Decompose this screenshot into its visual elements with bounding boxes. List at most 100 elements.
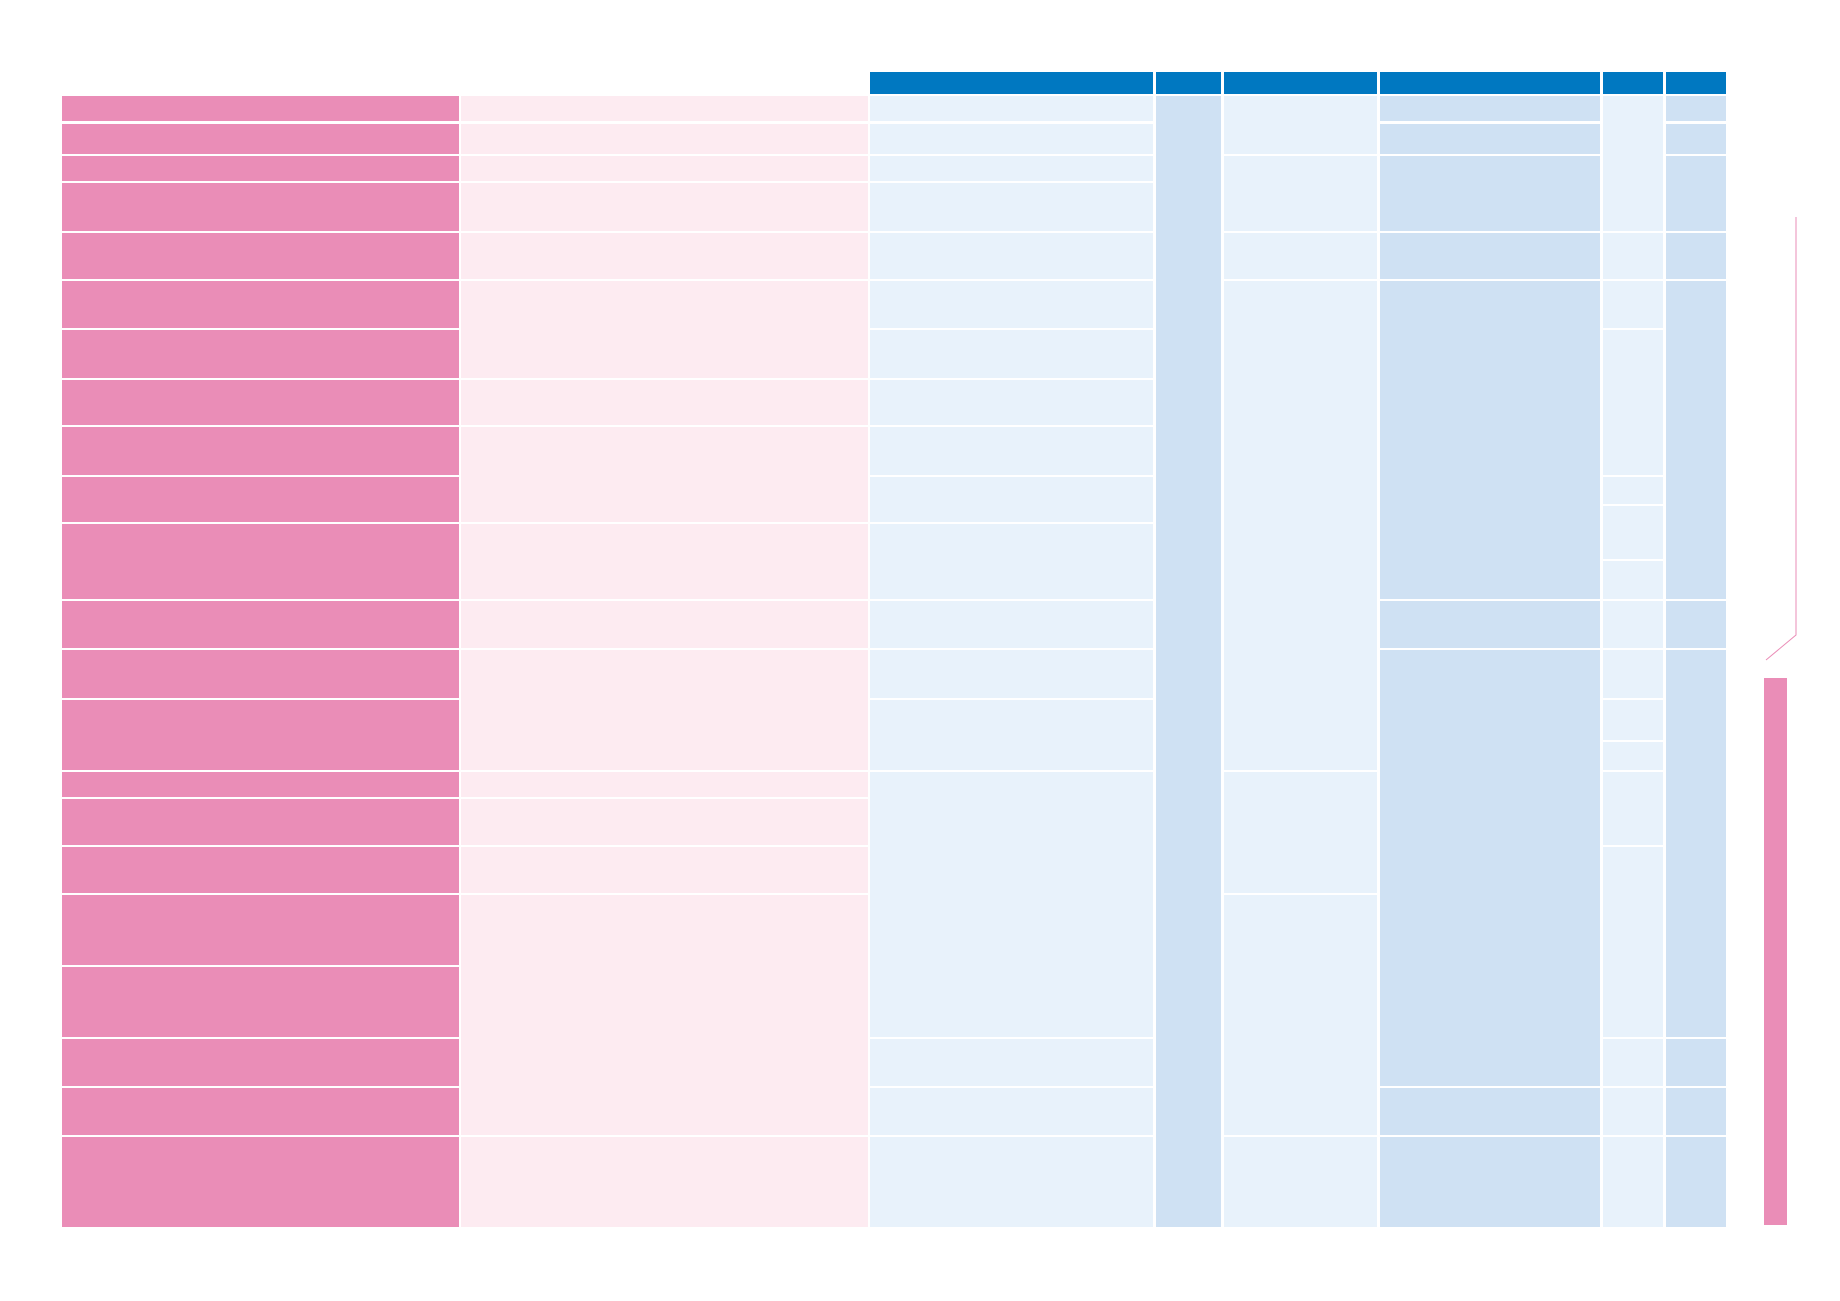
row-label	[62, 281, 459, 328]
row-cell	[1666, 281, 1726, 599]
row-label	[62, 700, 459, 770]
row-cell	[870, 281, 1153, 328]
row-cell	[1603, 506, 1663, 559]
row-label	[62, 772, 459, 797]
row-cell	[870, 427, 1153, 475]
row-label	[62, 847, 459, 893]
row-cell	[1380, 233, 1600, 279]
row-cell	[461, 772, 868, 797]
row-cell	[870, 233, 1153, 279]
header-cell	[1666, 72, 1726, 94]
row-cell	[1380, 1137, 1600, 1227]
row-cell	[1666, 1039, 1726, 1086]
row-label	[62, 895, 459, 965]
row-cell	[1603, 742, 1663, 770]
row-cell	[1224, 233, 1377, 279]
row-cell	[461, 799, 868, 845]
row-label	[62, 156, 459, 181]
row-cell	[1666, 1088, 1726, 1135]
row-label	[62, 799, 459, 845]
row-cell	[1603, 847, 1663, 1037]
row-cell	[1603, 330, 1663, 475]
row-cell	[1603, 1137, 1663, 1227]
row-label	[62, 183, 459, 231]
header-cell	[1224, 72, 1377, 94]
row-cell	[1380, 601, 1600, 648]
header-cell	[870, 72, 1153, 94]
row-cell	[1666, 124, 1726, 154]
row-cell	[461, 524, 868, 599]
row-cell	[1603, 477, 1663, 504]
row-cell	[1603, 561, 1663, 599]
row-label	[62, 967, 459, 1037]
row-cell	[461, 156, 868, 181]
row-cell	[870, 156, 1153, 181]
row-cell	[1603, 233, 1663, 279]
row-cell	[1666, 156, 1726, 231]
row-cell	[1603, 650, 1663, 698]
row-cell	[1666, 601, 1726, 648]
row-cell	[461, 183, 868, 231]
row-label	[62, 524, 459, 599]
row-cell	[1603, 281, 1663, 328]
row-cell	[1603, 1088, 1663, 1135]
row-cell	[1380, 281, 1600, 599]
row-cell	[461, 650, 868, 770]
row-cell	[461, 895, 868, 1135]
row-cell	[1666, 650, 1726, 1037]
row-cell	[1666, 1137, 1726, 1227]
row-cell	[870, 601, 1153, 648]
row-cell	[1380, 96, 1600, 121]
row-cell	[1380, 650, 1600, 1086]
row-cell	[870, 1137, 1153, 1227]
row-label	[62, 427, 459, 475]
row-cell	[461, 380, 868, 425]
row-label	[62, 330, 459, 378]
row-cell	[870, 772, 1153, 1037]
row-cell	[461, 281, 868, 378]
row-cell	[1224, 156, 1377, 231]
row-cell	[1603, 772, 1663, 845]
row-cell	[1224, 281, 1377, 770]
row-label	[62, 124, 459, 154]
row-cell	[870, 1088, 1153, 1135]
side-bar	[1764, 678, 1787, 1225]
row-cell	[870, 700, 1153, 770]
row-cell	[870, 96, 1153, 121]
row-cell	[461, 96, 868, 121]
header-cell	[1156, 72, 1221, 94]
row-cell	[870, 380, 1153, 425]
row-cell	[870, 183, 1153, 231]
row-cell	[1603, 601, 1663, 648]
row-cell	[870, 124, 1153, 154]
row-label	[62, 601, 459, 648]
row-cell	[1224, 772, 1377, 893]
row-label	[62, 233, 459, 279]
row-cell	[461, 1137, 868, 1227]
row-cell	[1224, 96, 1377, 154]
row-cell	[1603, 96, 1663, 231]
row-label	[62, 1039, 459, 1086]
row-cell	[1603, 700, 1663, 740]
row-cell	[1380, 1088, 1600, 1135]
row-cell	[870, 1039, 1153, 1086]
row-label	[62, 477, 459, 522]
row-label	[62, 650, 459, 698]
row-label	[62, 1137, 459, 1227]
row-cell	[1380, 124, 1600, 154]
row-cell	[1603, 1039, 1663, 1086]
row-cell	[870, 524, 1153, 599]
row-cell	[1224, 1137, 1377, 1227]
row-cell	[1224, 895, 1377, 1135]
row-cell	[461, 233, 868, 279]
bracket-line	[1765, 217, 1797, 661]
row-cell	[870, 330, 1153, 378]
row-cell	[461, 601, 868, 648]
header-cell	[1603, 72, 1663, 94]
row-label	[62, 1088, 459, 1135]
row-cell	[870, 650, 1153, 698]
row-cell	[1666, 233, 1726, 279]
row-cell	[1380, 156, 1600, 231]
row-cell	[1156, 96, 1221, 1227]
row-cell	[1666, 96, 1726, 121]
